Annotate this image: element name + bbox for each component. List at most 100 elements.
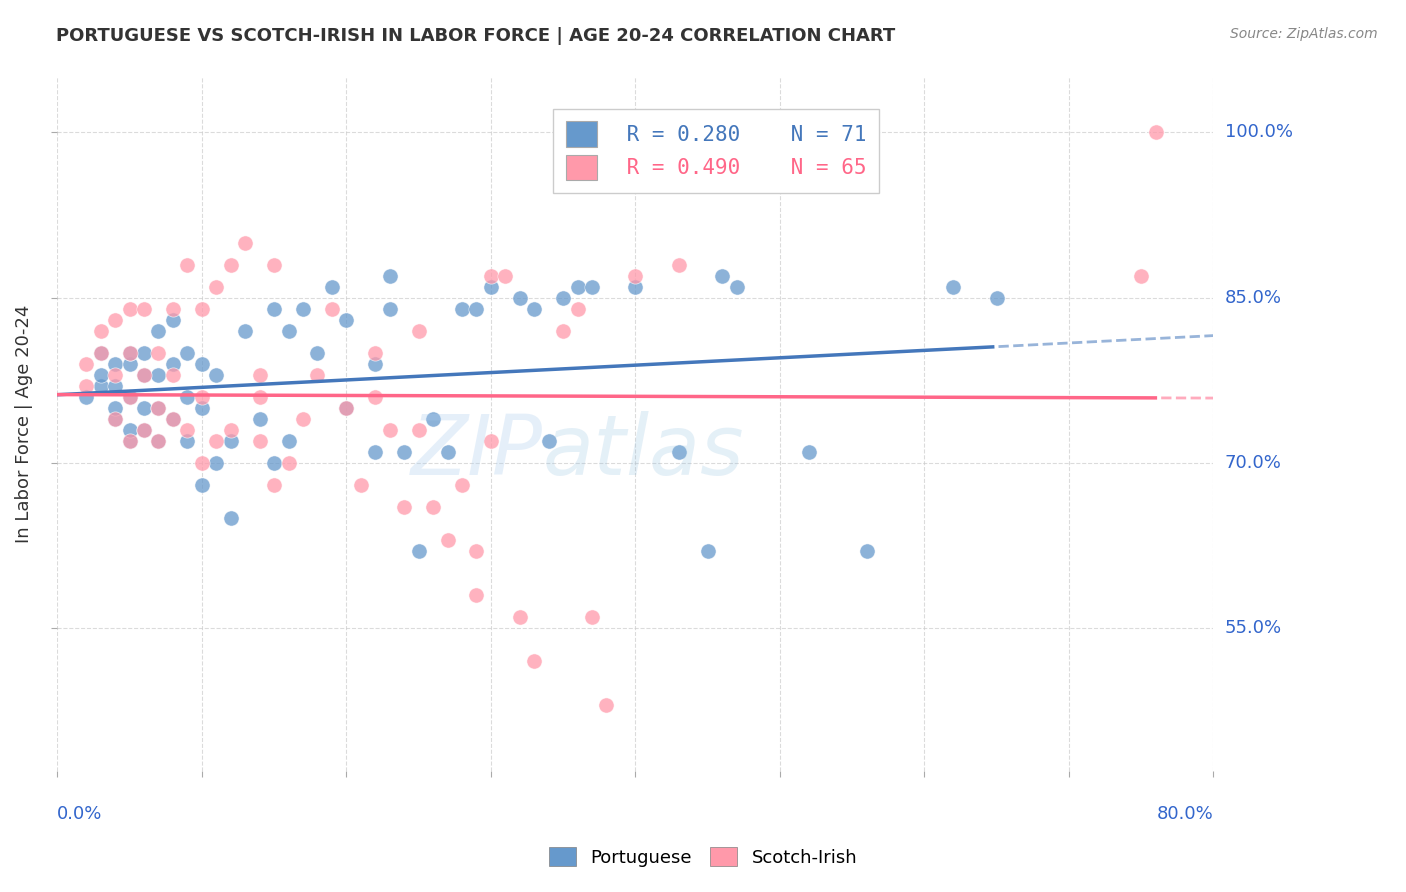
Point: [191, 301, 214, 316]
Point: [364, 444, 387, 458]
Point: [436, 444, 458, 458]
Point: [118, 345, 141, 359]
Point: [479, 268, 502, 283]
Point: [132, 401, 155, 415]
Point: [90, 345, 112, 359]
Point: [205, 456, 228, 470]
Point: [494, 268, 516, 283]
Text: 55.0%: 55.0%: [1225, 619, 1282, 637]
Point: [291, 301, 314, 316]
Point: [118, 301, 141, 316]
Point: [176, 390, 198, 404]
Point: [408, 324, 430, 338]
Point: [581, 609, 603, 624]
Point: [451, 477, 474, 491]
Point: [132, 423, 155, 437]
Text: 0.0%: 0.0%: [58, 805, 103, 823]
Legend: Portuguese, Scotch-Irish: Portuguese, Scotch-Irish: [541, 840, 865, 874]
Text: 70.0%: 70.0%: [1225, 454, 1281, 472]
Point: [364, 345, 387, 359]
Point: [321, 279, 343, 293]
Point: [162, 301, 184, 316]
Point: [291, 411, 314, 425]
Point: [148, 434, 170, 448]
Point: [350, 477, 373, 491]
Point: [219, 258, 242, 272]
Point: [553, 291, 575, 305]
Point: [191, 357, 214, 371]
Text: Source: ZipAtlas.com: Source: ZipAtlas.com: [1230, 27, 1378, 41]
Point: [408, 423, 430, 437]
Point: [162, 411, 184, 425]
Point: [205, 368, 228, 382]
Point: [668, 444, 690, 458]
Point: [465, 543, 488, 558]
Point: [378, 268, 401, 283]
Point: [205, 279, 228, 293]
Point: [148, 324, 170, 338]
Point: [75, 390, 97, 404]
Point: [233, 235, 256, 250]
Point: [263, 301, 285, 316]
Point: [277, 434, 299, 448]
Point: [335, 401, 357, 415]
Point: [307, 368, 329, 382]
Point: [797, 444, 820, 458]
Point: [176, 423, 198, 437]
Point: [148, 368, 170, 382]
Y-axis label: In Labor Force | Age 20-24: In Labor Force | Age 20-24: [15, 305, 32, 543]
Point: [191, 401, 214, 415]
Point: [104, 368, 127, 382]
Point: [132, 368, 155, 382]
Point: [277, 324, 299, 338]
Point: [90, 324, 112, 338]
Point: [249, 411, 271, 425]
Point: [90, 345, 112, 359]
Point: [148, 401, 170, 415]
Point: [392, 500, 415, 514]
Point: [696, 543, 718, 558]
Point: [408, 543, 430, 558]
Text: atlas: atlas: [543, 411, 745, 492]
Point: [537, 434, 560, 448]
Point: [104, 312, 127, 326]
Point: [176, 258, 198, 272]
Point: [1144, 126, 1167, 140]
Point: [176, 345, 198, 359]
Text: 100.0%: 100.0%: [1225, 123, 1292, 142]
Point: [422, 411, 444, 425]
Point: [132, 345, 155, 359]
Point: [191, 477, 214, 491]
Point: [162, 368, 184, 382]
Point: [465, 301, 488, 316]
Point: [364, 357, 387, 371]
Point: [465, 588, 488, 602]
Point: [277, 456, 299, 470]
Point: [567, 279, 589, 293]
Point: [523, 301, 546, 316]
Point: [148, 345, 170, 359]
Point: [263, 258, 285, 272]
Point: [118, 434, 141, 448]
Point: [855, 543, 877, 558]
Point: [162, 312, 184, 326]
Point: [118, 434, 141, 448]
Point: [335, 312, 357, 326]
Point: [1130, 268, 1153, 283]
Point: [118, 390, 141, 404]
Point: [162, 411, 184, 425]
Point: [263, 477, 285, 491]
Point: [104, 357, 127, 371]
Point: [624, 268, 647, 283]
Point: [451, 301, 474, 316]
Point: [75, 378, 97, 392]
Point: [624, 279, 647, 293]
Point: [581, 279, 603, 293]
Point: [132, 368, 155, 382]
Point: [118, 390, 141, 404]
Point: [595, 698, 617, 712]
Point: [132, 301, 155, 316]
Point: [378, 423, 401, 437]
Point: [307, 345, 329, 359]
Point: [118, 345, 141, 359]
